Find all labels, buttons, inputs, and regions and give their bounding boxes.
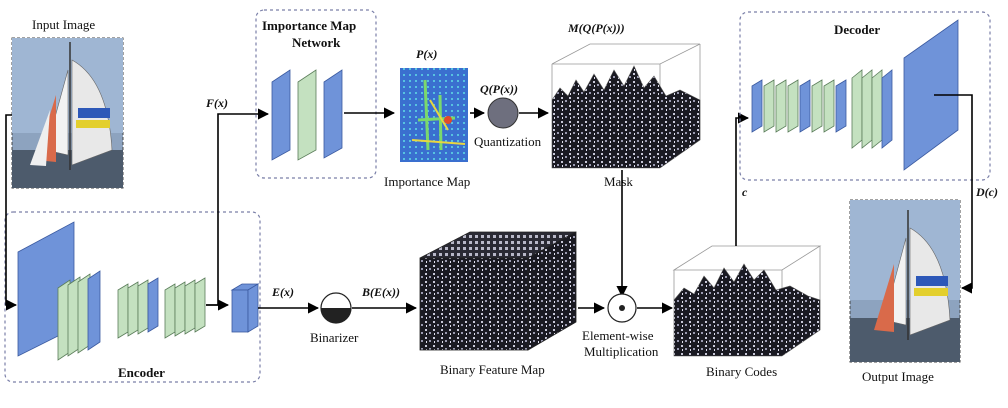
binary-codes-label: Binary Codes <box>706 364 777 379</box>
ex-label: E(x) <box>271 285 294 299</box>
elementwise-label-2: Multiplication <box>584 344 659 359</box>
codes-to-decoder-arrow <box>735 112 750 246</box>
quantization-label: Quantization <box>474 134 542 149</box>
binary-codes-cube <box>672 245 822 357</box>
importance-map-image <box>400 68 468 162</box>
bex-label: B(E(x)) <box>361 285 400 299</box>
importance-map-label: Importance Map <box>384 174 470 189</box>
importance-network-layers <box>271 69 343 161</box>
multiplication-circle <box>607 293 637 323</box>
binarizer-circle <box>320 292 352 324</box>
binary-feature-map-label: Binary Feature Map <box>440 362 545 377</box>
qpx-label: Q(P(x)) <box>480 82 518 96</box>
dc-label: D(c) <box>975 185 998 199</box>
importance-network-box <box>255 9 377 179</box>
fx-label: F(x) <box>205 96 228 110</box>
decoder-title: Decoder <box>834 22 880 37</box>
c-label: c <box>742 185 748 199</box>
mqpx-label: M(Q(P(x))) <box>567 21 625 35</box>
decoder-to-output-arrow <box>934 94 973 294</box>
binary-feature-map-cube <box>419 231 577 351</box>
output-image-caption: Output Image <box>862 369 934 384</box>
importance-network-title-1: Importance Map <box>262 18 356 33</box>
input-image-caption: Input Image <box>32 17 95 32</box>
encoder-title: Encoder <box>118 365 165 380</box>
px-label: P(x) <box>416 47 437 61</box>
output-image <box>849 199 961 363</box>
input-image <box>11 37 124 189</box>
encoder-layers <box>17 221 260 361</box>
mask-cube <box>551 43 701 169</box>
input-to-encoder-arrow <box>5 114 18 311</box>
importance-network-title-2: Network <box>292 35 341 50</box>
decoder-box <box>739 11 991 181</box>
quantization-circle <box>487 97 519 129</box>
decoder-layers <box>751 19 959 171</box>
mask-label: Mask <box>604 174 633 189</box>
encoder-box <box>4 211 261 383</box>
elementwise-label-1: Element-wise <box>582 328 654 343</box>
binarizer-label: Binarizer <box>310 330 359 345</box>
fx-arrow <box>206 108 270 306</box>
